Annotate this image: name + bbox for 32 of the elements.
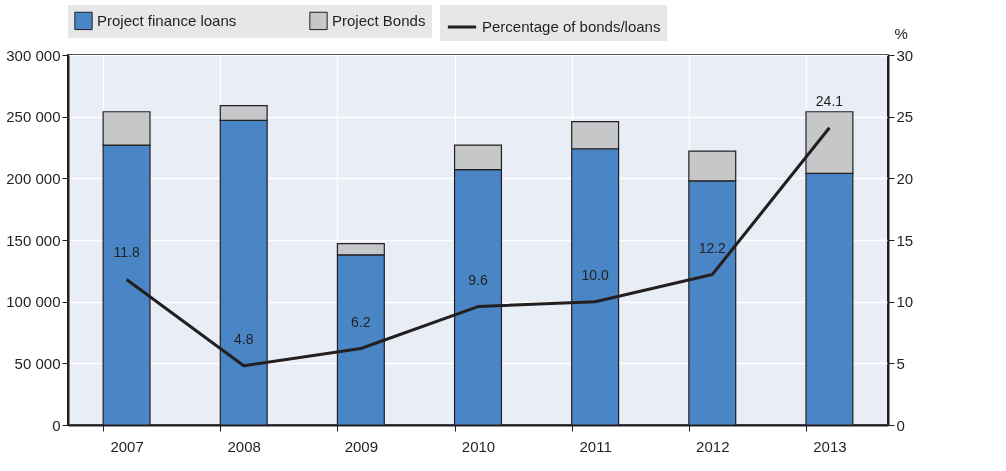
legend-label: Project Bonds: [332, 11, 426, 29]
x-tick-label: 2010: [461, 437, 496, 455]
data-label: 12.2: [698, 239, 727, 256]
legend-label: Percentage of bonds/loans: [482, 18, 661, 35]
x-tick-label: 2012: [696, 437, 730, 455]
data-label: 9.6: [468, 271, 488, 288]
y2-tick-label: 30: [896, 46, 914, 64]
legend-label: Project finance loans: [97, 11, 237, 29]
y-tick-label: 200 000: [6, 169, 61, 187]
y-tick-label: 0: [52, 416, 61, 434]
x-tick-label: 2009: [344, 437, 379, 455]
y2-axis-title: %: [894, 24, 908, 42]
y2-tick-label: 20: [896, 169, 914, 187]
data-label: 10.0: [581, 266, 609, 283]
y-tick-label: 300 000: [6, 46, 61, 64]
x-tick-label: 2013: [813, 437, 847, 455]
data-label: 24.1: [815, 92, 844, 109]
y-tick-label: 100 000: [6, 293, 61, 311]
y2-tick-label: 0: [896, 416, 905, 434]
y-tick-label: 250 000: [6, 108, 61, 126]
y2-tick-label: 5: [896, 354, 905, 372]
data-label: 6.2: [351, 313, 371, 330]
y2-tick-label: 10: [896, 293, 914, 311]
data-label: 11.8: [113, 244, 140, 261]
data-label: 4.8: [233, 330, 254, 347]
x-tick-label: 2008: [227, 437, 261, 455]
y2-tick-label: 25: [896, 108, 914, 126]
y-tick-label: 150 000: [6, 231, 61, 249]
y-tick-label: 50 000: [14, 354, 61, 372]
x-tick-label: 2011: [579, 437, 612, 455]
x-tick-label: 2007: [110, 437, 144, 455]
y2-tick-label: 15: [896, 231, 914, 249]
